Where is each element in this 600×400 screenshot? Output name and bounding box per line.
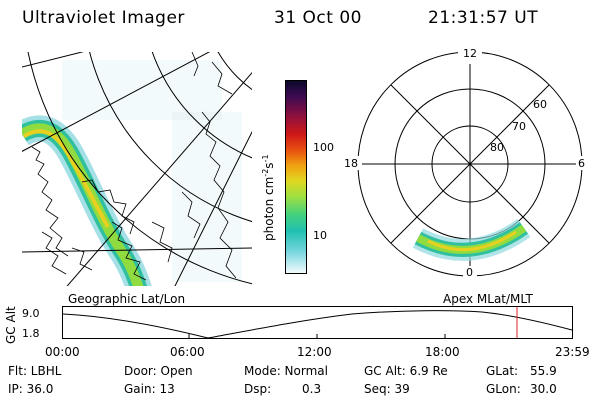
mlt-label-6: 6 [578, 157, 585, 170]
alt-ylabel: GC Alt [4, 306, 18, 344]
altitude-plot [62, 306, 573, 339]
alt-ytick-low: 1.8 [22, 327, 40, 340]
altitude-curve [62, 310, 573, 339]
dsp-label: Dsp: [244, 382, 272, 396]
glon-label: GLon: [486, 382, 521, 396]
glat-value: 55.9 [530, 364, 557, 378]
mlat-label-80: 80 [490, 141, 504, 154]
seq-info: Seq: 39 [364, 382, 410, 396]
instrument-title: Ultraviolet Imager [22, 8, 185, 28]
ip-info: IP: 36.0 [8, 382, 54, 396]
filter-info: Flt: LBHL [8, 364, 62, 378]
polar-plot [340, 52, 590, 280]
mlat-label-70: 70 [512, 120, 526, 133]
geographic-map [22, 52, 252, 286]
apex-panel-label: Apex MLat/MLT [443, 292, 533, 306]
alt-ytick-high: 9.0 [22, 307, 40, 320]
map-noise [62, 60, 242, 282]
coastlines [31, 52, 237, 281]
colorbar-tick-10: 10 [313, 229, 327, 242]
alt-xtick-0000: 00:00 [45, 345, 80, 359]
gc-alt-info: GC Alt: 6.9 Re [364, 364, 448, 378]
glon-value: 30.0 [530, 382, 557, 396]
alt-xtick-0600: 06:00 [170, 345, 205, 359]
alt-xtick-1200: 12:00 [297, 345, 332, 359]
colorbar [285, 80, 307, 274]
date-label: 31 Oct 00 [274, 8, 362, 28]
time-label: 21:31:57 UT [428, 8, 539, 28]
geo-panel-label: Geographic Lat/Lon [68, 292, 186, 306]
alt-xtick-1800: 18:00 [425, 345, 460, 359]
mlt-label-0: 0 [466, 266, 473, 279]
mode-info: Mode: Normal [244, 364, 328, 378]
mlat-label-60: 60 [533, 98, 547, 111]
glat-label: GLat: [486, 364, 519, 378]
colorbar-tick-100: 100 [313, 141, 334, 154]
mlt-label-12: 12 [463, 47, 477, 60]
mlt-label-18: 18 [344, 157, 358, 170]
door-info: Door: Open [124, 364, 193, 378]
alt-xtick-2359: 23:59 [555, 345, 590, 359]
gain-info: Gain: 13 [124, 382, 175, 396]
dsp-value: 0.3 [302, 382, 322, 396]
colorbar-unit-label: photon cm-2s-1 [261, 154, 276, 241]
